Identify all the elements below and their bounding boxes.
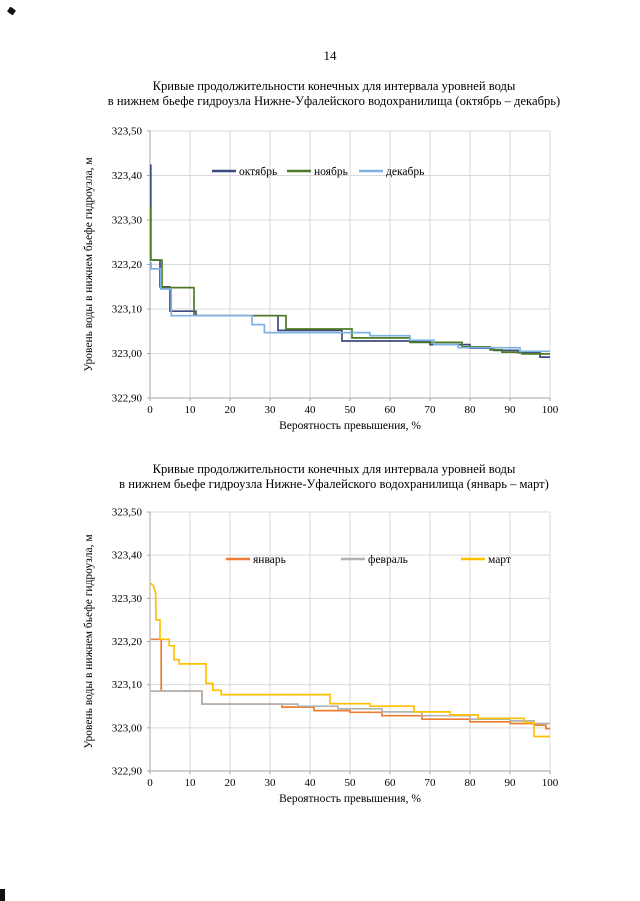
x-tick-label: 90 [505, 777, 517, 789]
y-tick-label: 323,20 [112, 636, 143, 648]
x-tick-label: 60 [385, 404, 397, 416]
chart2-duration-curves-jan-mar: 0 10 20 30 40 50 60 70 80 90 100 323,50 323,40 323,30… [83, 507, 559, 806]
y-tick-label: 322,90 [112, 766, 143, 778]
x-tick-label: 40 [305, 404, 317, 416]
y-tick-label: 323,30 [112, 215, 143, 227]
y-tick-label: 323,50 [112, 507, 143, 519]
y-tick-label: 323,40 [112, 550, 143, 562]
chart2-title-line1: Кривые продолжительности конечных для ин… [152, 462, 516, 476]
legend-label-декабрь: декабрь [386, 166, 424, 178]
x-tick-label: 80 [465, 777, 477, 789]
x-tick-label: 30 [265, 777, 277, 789]
x-tick-label: 10 [185, 404, 197, 416]
x-tick-label: 30 [265, 404, 277, 416]
y-tick-label: 323,50 [112, 126, 143, 138]
x-tick-label: 0 [147, 777, 153, 789]
x-tick-label: 0 [147, 404, 153, 416]
y-tick-label: 322,90 [112, 393, 143, 405]
x-tick-label: 70 [425, 777, 437, 789]
y-tick-label: 323,00 [112, 722, 143, 734]
x-tick-label: 90 [505, 404, 517, 416]
y-tick-label: 323,10 [112, 304, 143, 316]
legend-label-февраль: февраль [368, 554, 408, 566]
series-line-март [150, 582, 550, 738]
y-axis-title: Уровень воды в нижнем бьефе гидроузла, м [83, 157, 95, 372]
x-tick-label: 20 [225, 404, 237, 416]
x-tick-label: 50 [345, 404, 357, 416]
x-tick-label: 40 [305, 777, 317, 789]
legend-label-ноябрь: ноябрь [314, 166, 348, 178]
chart2-title: Кривые продолжительности конечных для ин… [44, 462, 624, 492]
legend-label-март: март [488, 554, 511, 566]
x-axis-title: Вероятность превышения, % [279, 420, 421, 432]
x-tick-label: 100 [542, 777, 559, 789]
chart1-title-line2: в нижнем бьефе гидроузла Нижне-Уфалейско… [107, 94, 561, 109]
chart1-duration-curves-oct-dec: 0 10 20 30 40 50 60 70 80 90 100 323,50 323,40 323,30… [83, 126, 559, 433]
y-tick-label: 323,30 [112, 593, 143, 605]
x-tick-label: 70 [425, 404, 437, 416]
chart1-title: Кривые продолжительности конечных для ин… [44, 79, 624, 109]
legend-label-январь: январь [253, 554, 286, 566]
x-tick-label: 80 [465, 404, 477, 416]
x-tick-label: 100 [542, 404, 559, 416]
scan-artifact-top-left [6, 6, 17, 16]
scan-artifact-bottom-left [0, 889, 5, 901]
series-line-февраль [150, 690, 550, 725]
x-tick-label: 20 [225, 777, 237, 789]
x-tick-label: 10 [185, 777, 197, 789]
legend-label-октябрь: октябрь [239, 166, 277, 178]
y-tick-label: 323,40 [112, 170, 143, 182]
x-axis-title: Вероятность превышения, % [279, 793, 421, 805]
page-number: 14 [323, 48, 337, 63]
y-tick-label: 323,00 [112, 348, 143, 360]
x-tick-label: 50 [345, 777, 357, 789]
chart1-title-line1: Кривые продолжительности конечных для ин… [152, 79, 516, 93]
y-axis-title: Уровень воды в нижнем бьефе гидроузла, м [83, 534, 95, 749]
series-line-декабрь [150, 262, 550, 353]
chart2-title-line2: в нижнем бьефе гидроузла Нижне-Уфалейско… [119, 477, 549, 492]
x-tick-label: 60 [385, 777, 397, 789]
y-tick-label: 323,10 [112, 679, 143, 691]
y-tick-label: 323,20 [112, 259, 143, 271]
